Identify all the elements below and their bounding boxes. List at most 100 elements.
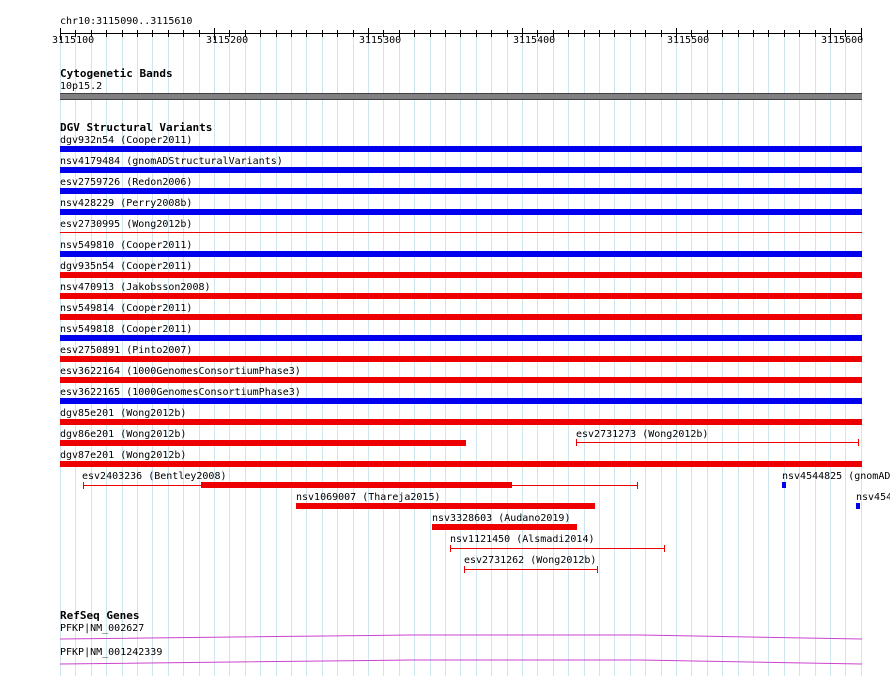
variant-feature[interactable] — [451, 548, 665, 549]
variant-cap — [576, 439, 577, 446]
variant-feature[interactable] — [60, 167, 862, 173]
variant-feature[interactable] — [60, 377, 862, 383]
variant-cap — [858, 439, 859, 446]
grid-line — [768, 34, 769, 676]
grid-line — [91, 34, 92, 676]
variant-label[interactable]: esv2730995 (Wong2012b) — [60, 219, 193, 230]
grid-line — [306, 34, 307, 676]
dgv-track-title: DGV Structural Variants — [60, 121, 213, 134]
variant-label[interactable]: nsv1069007 (Thareja2015) — [296, 492, 441, 503]
variant-feature[interactable] — [60, 356, 862, 362]
grid-line — [815, 34, 816, 676]
variant-label[interactable]: nsv4544825 (gnomAD — [782, 471, 890, 482]
variant-label[interactable]: nsv454 — [856, 492, 890, 503]
grid-line — [584, 34, 585, 676]
variant-label[interactable]: nsv549818 (Cooper2011) — [60, 324, 193, 335]
cytoband-track-title: Cytogenetic Bands — [60, 67, 173, 80]
grid-line — [491, 34, 492, 676]
grid-line — [75, 34, 76, 676]
variant-feature[interactable] — [465, 569, 598, 570]
grid-line — [383, 34, 384, 676]
variant-label[interactable]: esv2759726 (Redon2006) — [60, 177, 193, 188]
variant-label[interactable]: nsv549810 (Cooper2011) — [60, 240, 193, 251]
variant-label[interactable]: dgv85e201 (Wong2012b) — [60, 408, 187, 419]
variant-feature[interactable] — [60, 461, 862, 467]
variant-label[interactable]: nsv470913 (Jakobsson2008) — [60, 282, 211, 293]
grid-line — [722, 34, 723, 676]
variant-feature[interactable] — [60, 398, 862, 404]
variant-feature[interactable] — [296, 503, 595, 509]
grid-line — [738, 34, 739, 676]
gene-intron-line — [59, 659, 863, 665]
grid-line — [568, 34, 569, 676]
grid-line — [122, 34, 123, 676]
grid-line — [291, 34, 292, 676]
grid-line — [753, 34, 754, 676]
variant-feature[interactable] — [201, 482, 512, 488]
variant-label[interactable]: dgv87e201 (Wong2012b) — [60, 450, 187, 461]
cytoband-bar[interactable] — [60, 93, 862, 100]
grid-line — [260, 34, 261, 676]
locus-label: chr10:3115090..3115610 — [60, 16, 193, 27]
variant-feature[interactable] — [60, 146, 862, 152]
ruler-tick-label: 3115300 — [359, 35, 402, 46]
grid-line — [645, 34, 646, 676]
variant-label[interactable]: dgv935n54 (Cooper2011) — [60, 261, 193, 272]
variant-label[interactable]: nsv4179484 (gnomADStructuralVariants) — [60, 156, 283, 167]
grid-line — [322, 34, 323, 676]
gene-label[interactable]: PFKP|NM_002627 — [60, 623, 145, 634]
grid-line — [845, 34, 846, 676]
ruler-tick-label: 3115200 — [206, 35, 249, 46]
variant-label[interactable]: dgv932n54 (Cooper2011) — [60, 135, 193, 146]
variant-label[interactable]: nsv3328603 (Audano2019) — [432, 513, 571, 524]
variant-feature[interactable] — [432, 524, 577, 530]
grid-line — [599, 34, 600, 676]
grid-line — [784, 34, 785, 676]
grid-line — [707, 34, 708, 676]
variant-label[interactable]: esv3622164 (1000GenomesConsortiumPhase3) — [60, 366, 301, 377]
variant-feature[interactable] — [782, 482, 786, 488]
ruler-tick-label: 3115100 — [52, 35, 95, 46]
grid-line — [630, 34, 631, 676]
ruler — [60, 28, 862, 40]
variant-feature[interactable] — [60, 209, 862, 215]
variant-feature[interactable] — [60, 440, 466, 446]
variant-feature[interactable] — [60, 314, 862, 320]
variant-label[interactable]: esv2731273 (Wong2012b) — [576, 429, 709, 440]
grid-line — [137, 34, 138, 676]
grid-line — [614, 34, 615, 676]
variant-feature[interactable] — [60, 272, 862, 278]
grid-line — [353, 34, 354, 676]
variant-feature[interactable] — [60, 419, 862, 425]
refseq-track-title: RefSeq Genes — [60, 609, 140, 622]
variant-label[interactable]: esv2731262 (Wong2012b) — [464, 555, 597, 566]
grid-line — [229, 34, 230, 676]
variant-label[interactable]: esv2750891 (Pinto2007) — [60, 345, 193, 356]
variant-feature[interactable] — [856, 503, 860, 509]
variant-feature[interactable] — [577, 442, 859, 443]
grid-line — [537, 34, 538, 676]
variant-feature[interactable] — [60, 251, 862, 257]
variant-feature[interactable] — [60, 293, 862, 299]
variant-label[interactable]: nsv549814 (Cooper2011) — [60, 303, 193, 314]
grid-line — [661, 34, 662, 676]
grid-line — [553, 34, 554, 676]
grid-line — [676, 34, 677, 676]
variant-label[interactable]: nsv1121450 (Alsmadi2014) — [450, 534, 595, 545]
variant-feature[interactable] — [60, 188, 862, 194]
variant-feature[interactable] — [60, 232, 862, 233]
variant-label[interactable]: dgv86e201 (Wong2012b) — [60, 429, 187, 440]
variant-feature[interactable] — [60, 335, 862, 341]
grid-line — [106, 34, 107, 676]
variant-label[interactable]: nsv428229 (Perry2008b) — [60, 198, 193, 209]
variant-cap — [450, 545, 451, 552]
grid-line — [799, 34, 800, 676]
variant-label[interactable]: esv2403236 (Bentley2008) — [82, 471, 227, 482]
gene-intron-line — [59, 634, 863, 640]
grid-line — [691, 34, 692, 676]
grid-line — [368, 34, 369, 676]
gene-label[interactable]: PFKP|NM_001242339 — [60, 647, 163, 658]
variant-label[interactable]: esv3622165 (1000GenomesConsortiumPhase3) — [60, 387, 301, 398]
ruler-tick-label: 3115500 — [667, 35, 710, 46]
